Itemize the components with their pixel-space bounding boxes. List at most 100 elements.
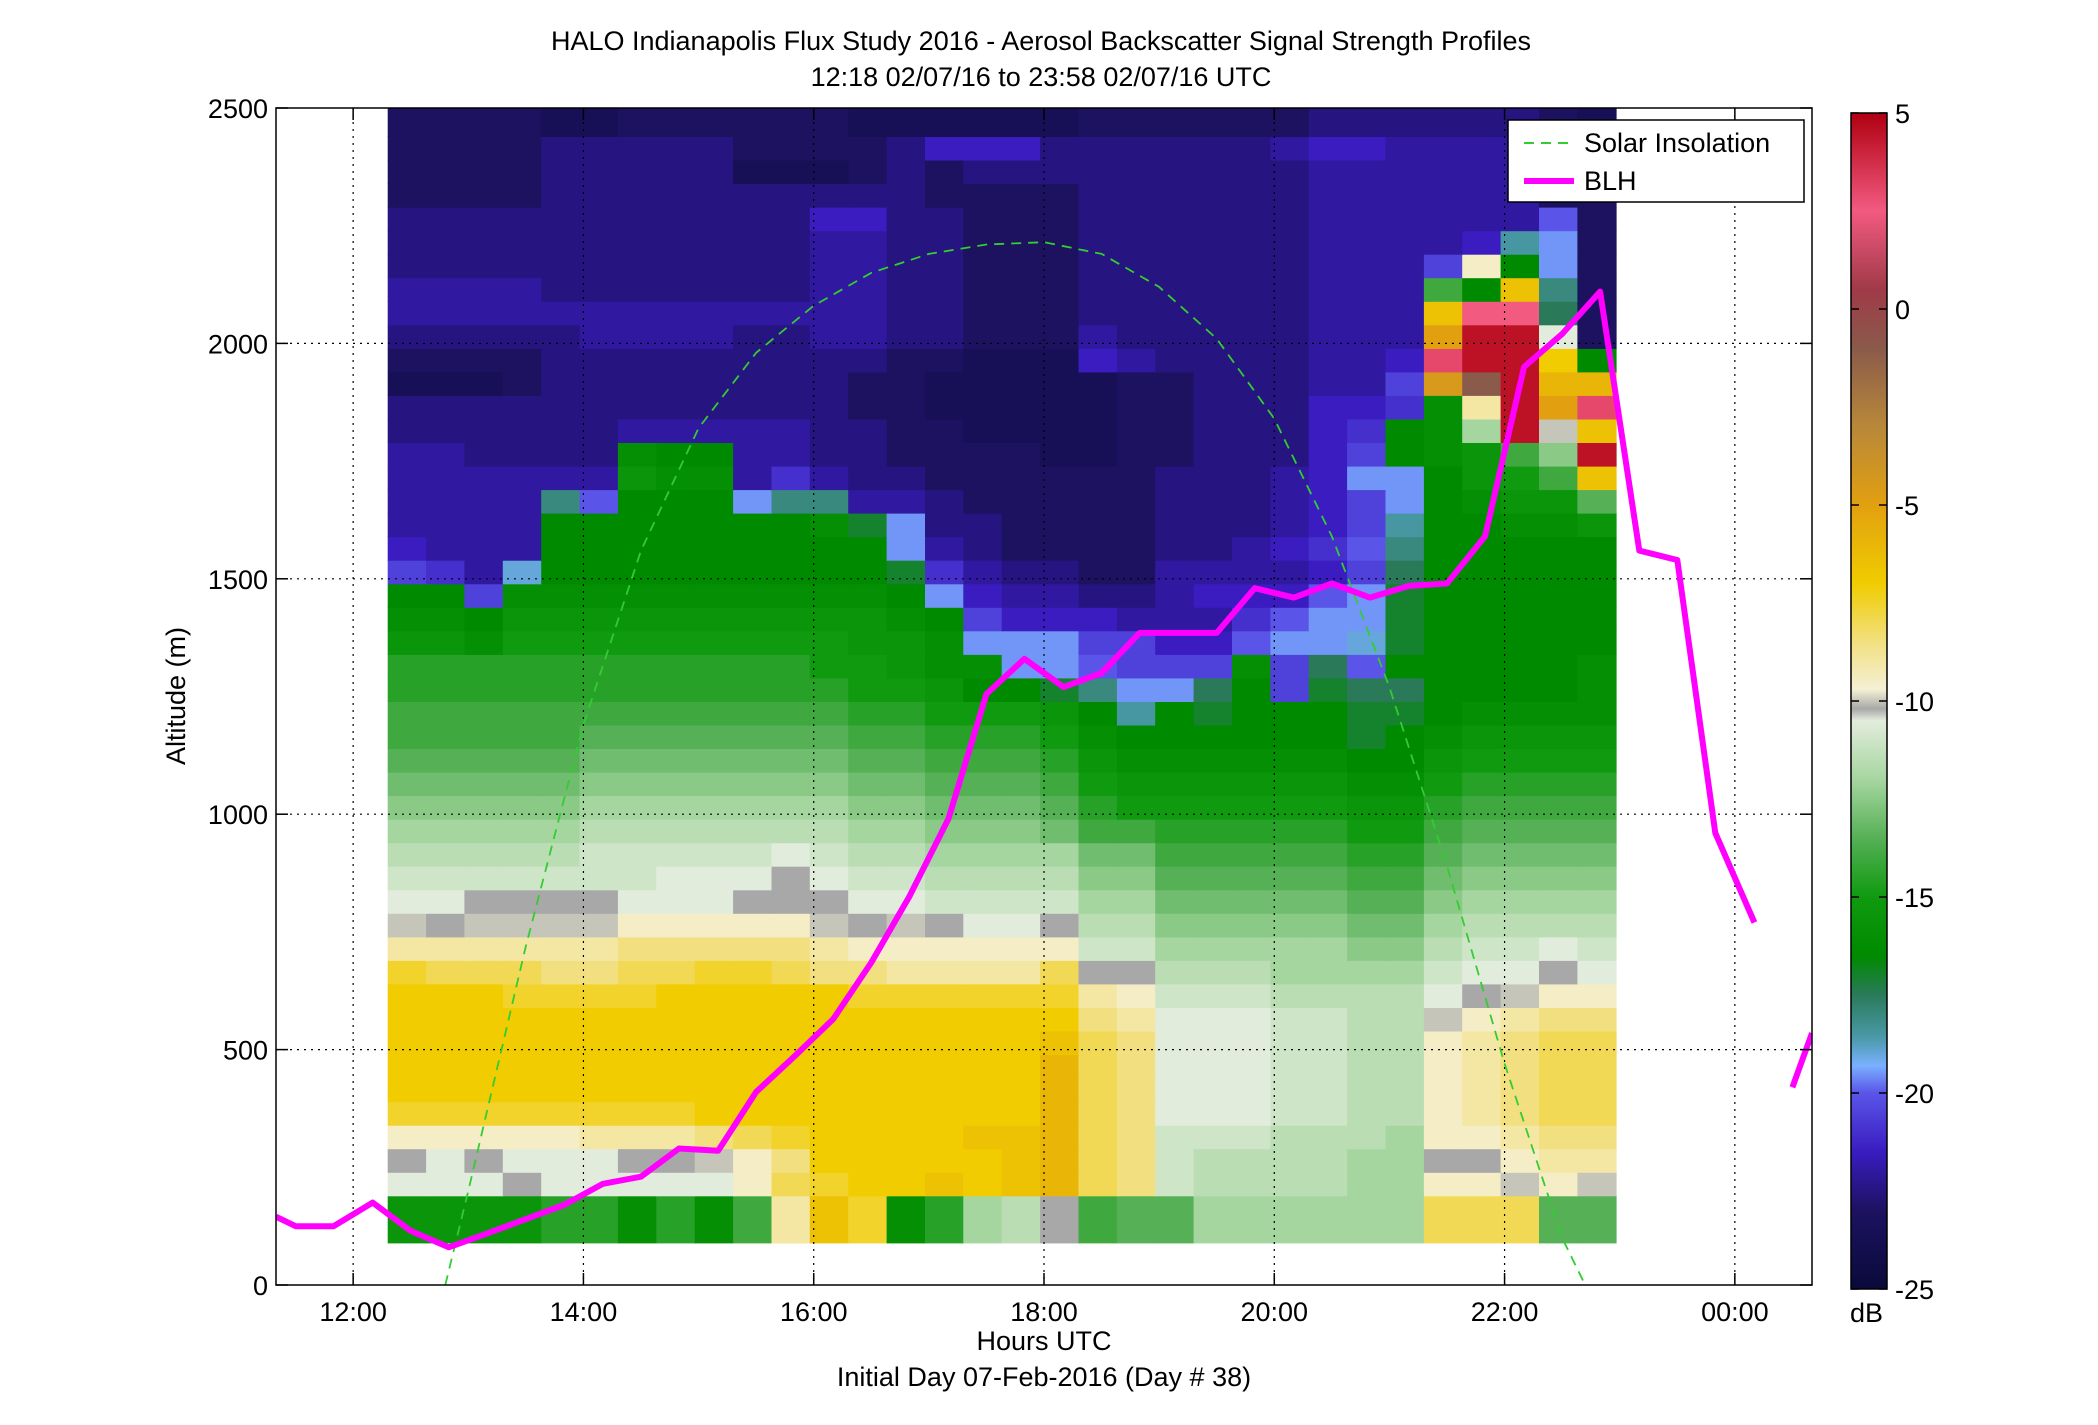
heatmap-cell <box>617 583 658 608</box>
heatmap-cell <box>963 230 1003 255</box>
heatmap-cell <box>579 418 619 443</box>
heatmap-cell <box>809 1124 849 1150</box>
heatmap-cell <box>848 277 888 302</box>
heatmap-cell <box>387 748 427 773</box>
heatmap-cell <box>502 136 542 161</box>
heatmap-cell <box>1155 607 1195 632</box>
heatmap-cell <box>1423 418 1464 443</box>
heatmap-cell <box>541 701 581 726</box>
heatmap-cell <box>502 677 542 702</box>
heatmap-cell <box>1500 1195 1540 1244</box>
heatmap-cell <box>771 1172 811 1197</box>
heatmap-cell <box>617 183 658 208</box>
heatmap-cell <box>464 701 504 726</box>
heatmap-cell <box>1078 395 1118 420</box>
heatmap-cell <box>1040 418 1080 443</box>
heatmap-cell <box>733 108 773 137</box>
heatmap-cell <box>694 253 734 279</box>
heatmap-cell <box>541 301 581 326</box>
heatmap-cell <box>809 607 849 632</box>
heatmap-cell <box>1155 395 1195 420</box>
heatmap-cell <box>886 183 926 208</box>
heatmap-cell <box>387 371 427 396</box>
heatmap-cell <box>1116 1172 1157 1197</box>
heatmap-cell <box>426 1007 466 1032</box>
heatmap-cell <box>1270 108 1310 137</box>
heatmap-cell <box>1193 701 1233 726</box>
heatmap-cell <box>617 771 658 797</box>
heatmap-cell <box>387 536 427 561</box>
heatmap-cell <box>502 536 542 561</box>
heatmap-cell <box>1385 1172 1425 1197</box>
heatmap-cell <box>656 418 696 443</box>
heatmap-cell <box>771 630 811 655</box>
heatmap-cell <box>541 583 581 608</box>
heatmap-cell <box>733 748 773 773</box>
heatmap-cell <box>963 253 1003 279</box>
heatmap-cell <box>1232 206 1272 232</box>
heatmap-cell <box>426 607 466 632</box>
heatmap-cell <box>1462 677 1502 702</box>
heatmap-cell <box>1116 818 1157 844</box>
heatmap-cell <box>1116 724 1157 749</box>
heatmap-cell <box>963 936 1003 961</box>
heatmap-cell <box>1423 795 1464 820</box>
heatmap-cell <box>464 230 504 255</box>
heatmap-cell <box>925 936 965 961</box>
heatmap-cell <box>1116 183 1157 208</box>
heatmap-cell <box>694 206 734 232</box>
heatmap-cell <box>426 512 466 538</box>
heatmap-cell <box>733 630 773 655</box>
heatmap-cell <box>1462 1077 1502 1103</box>
heatmap-cell <box>848 183 888 208</box>
heatmap-cell <box>1232 795 1272 820</box>
heatmap-cell <box>1193 442 1233 467</box>
heatmap-cell <box>1040 206 1080 232</box>
heatmap-cell <box>733 677 773 702</box>
heatmap-cell <box>617 748 658 773</box>
heatmap-cell <box>1193 348 1233 373</box>
heatmap-cell <box>1308 395 1348 420</box>
heatmap-cell <box>1232 842 1272 867</box>
heatmap-cell <box>1116 465 1157 491</box>
heatmap-cell <box>771 1195 811 1244</box>
heatmap-cell <box>1270 1148 1310 1173</box>
heatmap-cell <box>1347 654 1387 679</box>
heatmap-cell <box>925 324 965 349</box>
x-tick-label: 22:00 <box>1471 1297 1539 1327</box>
heatmap-cell <box>426 442 466 467</box>
heatmap-cell <box>694 866 734 891</box>
heatmap-cell <box>541 748 581 773</box>
heatmap-cell <box>809 936 849 961</box>
heatmap-cell <box>502 1054 542 1079</box>
heatmap-cell <box>387 1077 427 1103</box>
heatmap-cell <box>694 489 734 514</box>
heatmap-cell <box>1462 748 1502 773</box>
heatmap-cell <box>771 183 811 208</box>
heatmap-cell <box>1423 489 1464 514</box>
heatmap-cell <box>617 1077 658 1103</box>
heatmap-cell <box>1270 512 1310 538</box>
heatmap-cell <box>1155 418 1195 443</box>
heatmap-cell <box>617 371 658 396</box>
heatmap-cell <box>1500 724 1540 749</box>
heatmap-cell <box>1116 277 1157 302</box>
heatmap-cell <box>694 512 734 538</box>
heatmap-cell <box>541 607 581 632</box>
heatmap-cell <box>771 866 811 891</box>
heatmap-cell <box>1308 253 1348 279</box>
heatmap-cell <box>1040 607 1080 632</box>
heatmap-cell <box>464 489 504 514</box>
heatmap-cell <box>1155 913 1195 938</box>
heatmap-cell <box>426 1148 466 1173</box>
heatmap-cell <box>464 371 504 396</box>
heatmap-cell <box>1539 1030 1579 1056</box>
heatmap-cell <box>1462 1195 1502 1244</box>
heatmap-cell <box>1577 677 1617 702</box>
heatmap-cell <box>1462 324 1502 349</box>
heatmap-cell <box>1155 936 1195 961</box>
heatmap-cell <box>656 630 696 655</box>
heatmap-cell <box>1385 889 1425 914</box>
heatmap-cell <box>1270 395 1310 420</box>
heatmap-cell <box>387 630 427 655</box>
